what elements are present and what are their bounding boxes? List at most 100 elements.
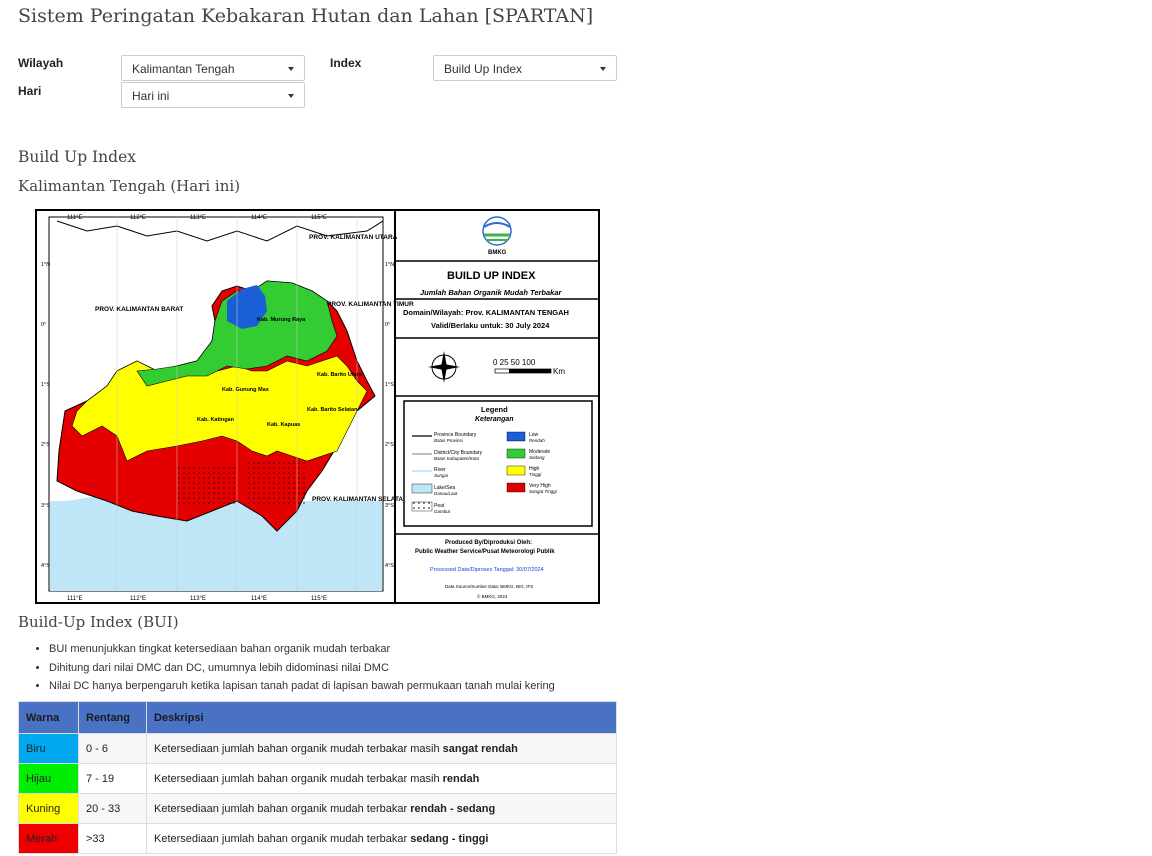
legend-color: Moderate xyxy=(529,449,550,455)
legend-color: Very High xyxy=(529,483,551,489)
description-cell: Ketersediaan jumlah bahan organik mudah … xyxy=(146,793,617,824)
index-select-value: Build Up Index xyxy=(444,62,523,76)
legend-item: District/City Boundary xyxy=(434,450,483,456)
copyright: © BMKG, 2024 xyxy=(477,593,508,599)
index-select[interactable]: Build Up Index xyxy=(433,55,617,81)
range-cell: 20 - 33 xyxy=(78,793,147,824)
legend-item-sub: Gambut xyxy=(434,509,451,514)
scale-unit: Km xyxy=(553,367,565,376)
table-header-row: Warna Rentang Deskripsi xyxy=(18,701,617,734)
legend-item: Province Boundary xyxy=(434,432,477,438)
lat-tick: 3°S xyxy=(41,503,50,509)
peat-zone xyxy=(247,461,307,506)
description-bold: sedang - tinggi xyxy=(410,832,489,845)
legend-item: Peat xyxy=(434,503,445,509)
producer: Public Weather Service/Pusat Meteorologi… xyxy=(415,549,555,555)
legend-color-sub: Rendah xyxy=(529,438,545,443)
region-label-kaltim: PROV. KALIMANTAN TIMUR xyxy=(327,301,414,308)
sea-shape xyxy=(50,496,382,591)
range-cell: 7 - 19 xyxy=(78,763,147,794)
section-title: Build Up Index xyxy=(18,148,136,166)
legend-item-sub: Batas Kabupaten/Kota xyxy=(434,456,480,461)
list-item: Dihitung dari nilai DMC dan DC, umumnya … xyxy=(49,659,555,678)
map-title: BUILD UP INDEX xyxy=(447,270,536,282)
column-header: Warna xyxy=(18,701,79,734)
legend-color: High xyxy=(529,466,540,472)
bui-notes: BUI menunjukkan tingkat ketersediaan bah… xyxy=(32,640,555,696)
lat-tick: 4°S xyxy=(41,563,50,569)
legend-subtitle: Keterangan xyxy=(475,416,514,423)
lon-tick: 112°E xyxy=(130,215,146,221)
color-cell: Kuning xyxy=(18,793,79,824)
hari-select-value: Hari ini xyxy=(132,89,170,103)
legend-item-sub: Sungai xyxy=(434,473,449,478)
chevron-down-icon xyxy=(600,67,606,71)
chevron-down-icon xyxy=(288,94,294,98)
description-text: Ketersediaan jumlah bahan organik mudah … xyxy=(154,742,443,755)
legend-title: Legend xyxy=(481,405,508,414)
legend-color-sub: Tinggi xyxy=(529,472,542,477)
legend-item-sub: Batas Provinsi xyxy=(434,438,464,443)
lon-tick: 113°E xyxy=(190,215,206,221)
district-label: Kab. Katingan xyxy=(197,417,235,423)
legend-box xyxy=(403,400,593,527)
border-line xyxy=(56,220,384,242)
lat-tick: 0° xyxy=(385,322,390,328)
description-cell: Ketersediaan jumlah bahan organik mudah … xyxy=(146,823,617,854)
index-label: Index xyxy=(330,56,362,70)
legend-color-sub: Sedang xyxy=(529,455,545,460)
table-row: Merah >33 Ketersediaan jumlah bahan orga… xyxy=(18,823,617,854)
bui-table: Warna Rentang Deskripsi Biru 0 - 6 Keter… xyxy=(18,701,617,854)
lat-tick: 0° xyxy=(41,322,46,328)
compass-icon xyxy=(428,351,460,383)
scale-label: 0 25 50 100 xyxy=(493,358,536,367)
lon-tick: 114°E xyxy=(251,596,267,602)
page-title: Sistem Peringatan Kebakaran Hutan dan La… xyxy=(18,5,594,27)
lon-tick: 114°E xyxy=(251,215,267,221)
lat-tick: 2°S xyxy=(385,442,394,448)
description-bold: rendah xyxy=(442,772,480,785)
lat-tick: 2°S xyxy=(41,442,50,448)
legend-color: Low xyxy=(529,432,539,438)
district-label: Kab. Kapuas xyxy=(267,422,300,428)
region-label-kalbar: PROV. KALIMANTAN BARAT xyxy=(95,306,183,313)
legend-item-sub: Danau/Laut xyxy=(434,491,458,496)
section-subtitle: Kalimantan Tengah (Hari ini) xyxy=(18,177,241,195)
lon-tick: 115°E xyxy=(311,215,327,221)
map-valid: Valid/Berlaku untuk: 30 July 2024 xyxy=(431,321,550,330)
region-label-kalut: PROV. KALIMANTAN UTARA xyxy=(309,234,398,241)
region-label-kalsel: PROV. KALIMANTAN SELATAN xyxy=(312,496,408,503)
table-row: Hijau 7 - 19 Ketersediaan jumlah bahan o… xyxy=(18,763,617,794)
peat-zone xyxy=(177,466,237,506)
wilayah-select[interactable]: Kalimantan Tengah xyxy=(121,55,305,81)
table-row: Biru 0 - 6 Ketersediaan jumlah bahan org… xyxy=(18,733,617,764)
lon-tick: 111°E xyxy=(67,596,83,602)
chevron-down-icon xyxy=(288,67,294,71)
description-text: Ketersediaan jumlah bahan organik mudah … xyxy=(154,772,443,785)
list-item: BUI menunjukkan tingkat ketersediaan bah… xyxy=(49,640,555,659)
description-text: Ketersediaan jumlah bahan organik mudah … xyxy=(154,832,411,845)
map-subtitle: Jumlah Bahan Organik Mudah Terbakar xyxy=(420,288,563,297)
list-item: Nilai DC hanya berpengaruh ketika lapisa… xyxy=(49,677,555,696)
hari-select[interactable]: Hari ini xyxy=(121,82,305,108)
color-cell: Biru xyxy=(18,733,79,764)
wilayah-label: Wilayah xyxy=(18,56,64,70)
legend-item: Lake/Sea xyxy=(434,485,455,491)
column-header: Deskripsi xyxy=(146,701,617,734)
bui-map: 111°E 112°E 113°E 114°E 115°E 111°E 112°… xyxy=(41,211,598,602)
bmkg-logo: BMKG xyxy=(482,216,512,256)
data-source: Data Source/Sumber Data: BMKG, BIG, IFS xyxy=(445,584,533,589)
wilayah-select-value: Kalimantan Tengah xyxy=(132,62,235,76)
legend-item: River xyxy=(434,467,446,473)
lat-tick: 1°S xyxy=(41,382,50,388)
district-label: Kab. Murung Raya xyxy=(257,317,306,323)
column-header: Rentang xyxy=(78,701,147,734)
lon-tick: 113°E xyxy=(190,596,206,602)
district-label: Kab. Barito Utara xyxy=(317,372,363,378)
description-bold: sangat rendah xyxy=(442,742,518,755)
hari-label: Hari xyxy=(18,84,42,98)
district-label: Kab. Barito Selatan xyxy=(307,407,358,413)
description-cell: Ketersediaan jumlah bahan organik mudah … xyxy=(146,733,617,764)
lon-tick: 111°E xyxy=(67,215,83,221)
color-cell: Hijau xyxy=(18,763,79,794)
